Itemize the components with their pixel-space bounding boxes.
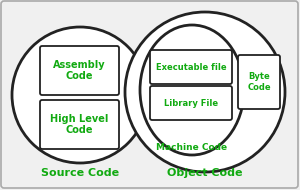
Text: Object Code: Object Code (167, 168, 243, 178)
FancyBboxPatch shape (40, 46, 119, 95)
Circle shape (12, 27, 148, 163)
Text: Executable file: Executable file (156, 63, 226, 71)
FancyBboxPatch shape (238, 55, 280, 109)
Text: Library File: Library File (164, 98, 218, 108)
Ellipse shape (140, 25, 244, 155)
FancyBboxPatch shape (150, 50, 232, 84)
FancyBboxPatch shape (150, 86, 232, 120)
Text: Machine Code: Machine Code (156, 143, 228, 153)
Text: Byte
Code: Byte Code (247, 72, 271, 92)
FancyBboxPatch shape (1, 1, 298, 188)
Text: High Level
Code: High Level Code (50, 114, 109, 135)
FancyBboxPatch shape (40, 100, 119, 149)
Text: Source Code: Source Code (41, 168, 119, 178)
Circle shape (125, 12, 285, 172)
Text: Assembly
Code: Assembly Code (53, 60, 106, 81)
